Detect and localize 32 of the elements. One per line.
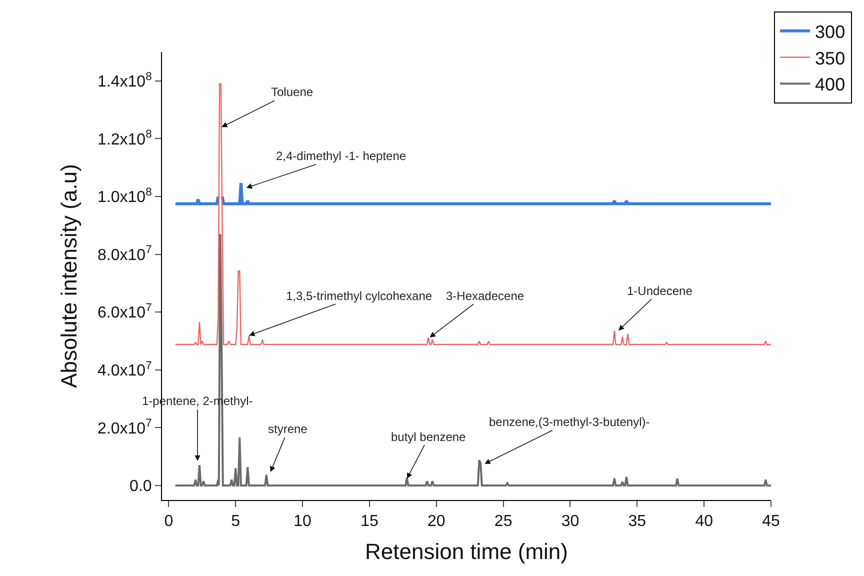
x-tick-label: 30 [561, 513, 580, 530]
annotation: 1-Undecene [627, 284, 693, 298]
legend-label: 350 [815, 48, 846, 68]
annotation: styrene [268, 422, 308, 436]
x-tick-label: 10 [294, 513, 312, 530]
x-tick-label: 0 [164, 513, 174, 530]
annotation: 2,4-dimethyl -1- heptene [276, 149, 406, 163]
annotation: 3-Hexadecene [446, 289, 524, 303]
x-tick-label: 45 [762, 513, 780, 530]
y-tick-label: 8.0x10$^{7}$ [98, 244, 152, 264]
y-tick-label: 4.0x10$^{7}$ [98, 360, 152, 380]
x-tick-label: 15 [360, 513, 378, 530]
legend-label: 400 [815, 74, 846, 95]
legend-label: 300 [815, 22, 846, 42]
y-axis-title: Absolute intensity (a.u) [56, 164, 82, 388]
x-tick-label: 25 [494, 513, 512, 530]
y-tick-label: 1.2x10$^{8}$ [98, 128, 152, 148]
annotation: benzene,(3-methyl-3-butenyl)- [489, 415, 650, 429]
x-tick-label: 5 [231, 513, 240, 530]
annotation: butyl benzene [391, 430, 466, 444]
x-tick-label: 40 [695, 513, 714, 530]
y-tick-label: 1.4x10$^{8}$ [98, 70, 152, 90]
x-tick-label: 20 [427, 513, 446, 530]
y-tick-label: 0.0 [130, 478, 152, 496]
y-tick-label: 1.0x10$^{8}$ [98, 186, 152, 206]
annotation: Toluene [271, 85, 314, 99]
y-tick-label: 2.0x10$^{7}$ [98, 418, 152, 438]
x-axis-title: Retension time (min) [365, 539, 568, 564]
x-tick-label: 35 [628, 513, 646, 530]
annotation: 1,3,5-trimethyl cylcohexane [286, 289, 432, 303]
y-tick-label: 6.0x10$^{7}$ [98, 302, 152, 322]
line-series [174, 83, 771, 346]
